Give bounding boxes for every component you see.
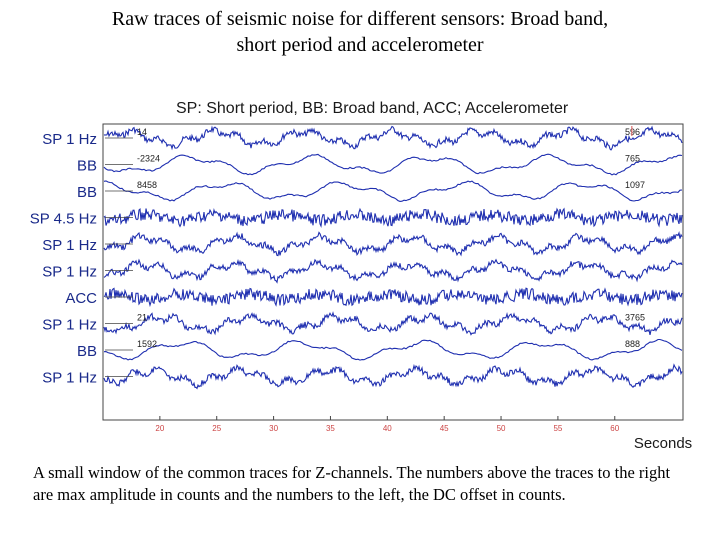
x-tick-label: 60 (610, 424, 619, 433)
x-tick-label: 55 (553, 424, 562, 433)
figure-caption: A small window of the common traces for … (33, 463, 671, 504)
channel-label: SP 1 Hz (42, 317, 97, 334)
dc-offset-label: 8458 (137, 180, 157, 190)
max-amplitude-label: 765 (625, 154, 640, 164)
channel-label: SP 1 Hz (42, 131, 97, 148)
max-amplitude-label: 1097 (625, 180, 645, 190)
channel-label: BB (77, 184, 97, 201)
plot-frame (102, 123, 684, 421)
title-line-2: short period and accelerometer (236, 34, 484, 56)
x-tick-label: 25 (212, 424, 221, 433)
channel-label: SP 1 Hz (42, 370, 97, 387)
x-tick-label: 50 (497, 424, 506, 433)
title-line-1: Raw traces of seismic noise for differen… (111, 8, 609, 30)
page-title: Raw traces of seismic noise for differen… (0, 6, 720, 58)
trace-line (103, 363, 683, 390)
x-tick-label: 45 (440, 424, 449, 433)
trace-line (103, 287, 683, 308)
trace-line (103, 311, 683, 336)
trace-line (103, 207, 683, 228)
max-amplitude-label: 888 (625, 339, 640, 349)
chart-title: SP: Short period, BB: Broad band, ACC; A… (176, 100, 569, 117)
trace-line (103, 231, 683, 257)
dc-offset-label: 21 (137, 313, 147, 323)
x-tick-label: 30 (269, 424, 278, 433)
max-amplitude-label: 3765 (625, 313, 645, 323)
channel-label: ACC (65, 290, 97, 307)
channel-label: SP 1 Hz (42, 264, 97, 281)
trace-line (103, 338, 683, 361)
x-axis-label: Seconds (634, 435, 692, 452)
max-amplitude-label: 596 (625, 127, 640, 137)
trace-line (103, 180, 683, 202)
channel-label: BB (77, 343, 97, 360)
channel-label: SP 1 Hz (42, 237, 97, 254)
x-tick-label: 20 (155, 424, 164, 433)
trace-line (103, 125, 683, 151)
seismic-chart: SP 1 Hz 14 596 BB -2324 765 BB 8458 1097 SP 4.5 H… (30, 123, 692, 452)
dc-offset-label: 1592 (137, 339, 157, 349)
channel-label: SP 4.5 Hz (30, 211, 97, 228)
channel-label: BB (77, 158, 97, 175)
trace-line (103, 153, 683, 176)
dc-offset-label: 14 (137, 127, 147, 137)
trace-line (103, 258, 683, 284)
x-tick-label: 40 (383, 424, 392, 433)
dc-offset-label: -2324 (137, 154, 160, 164)
x-tick-label: 35 (326, 424, 335, 433)
